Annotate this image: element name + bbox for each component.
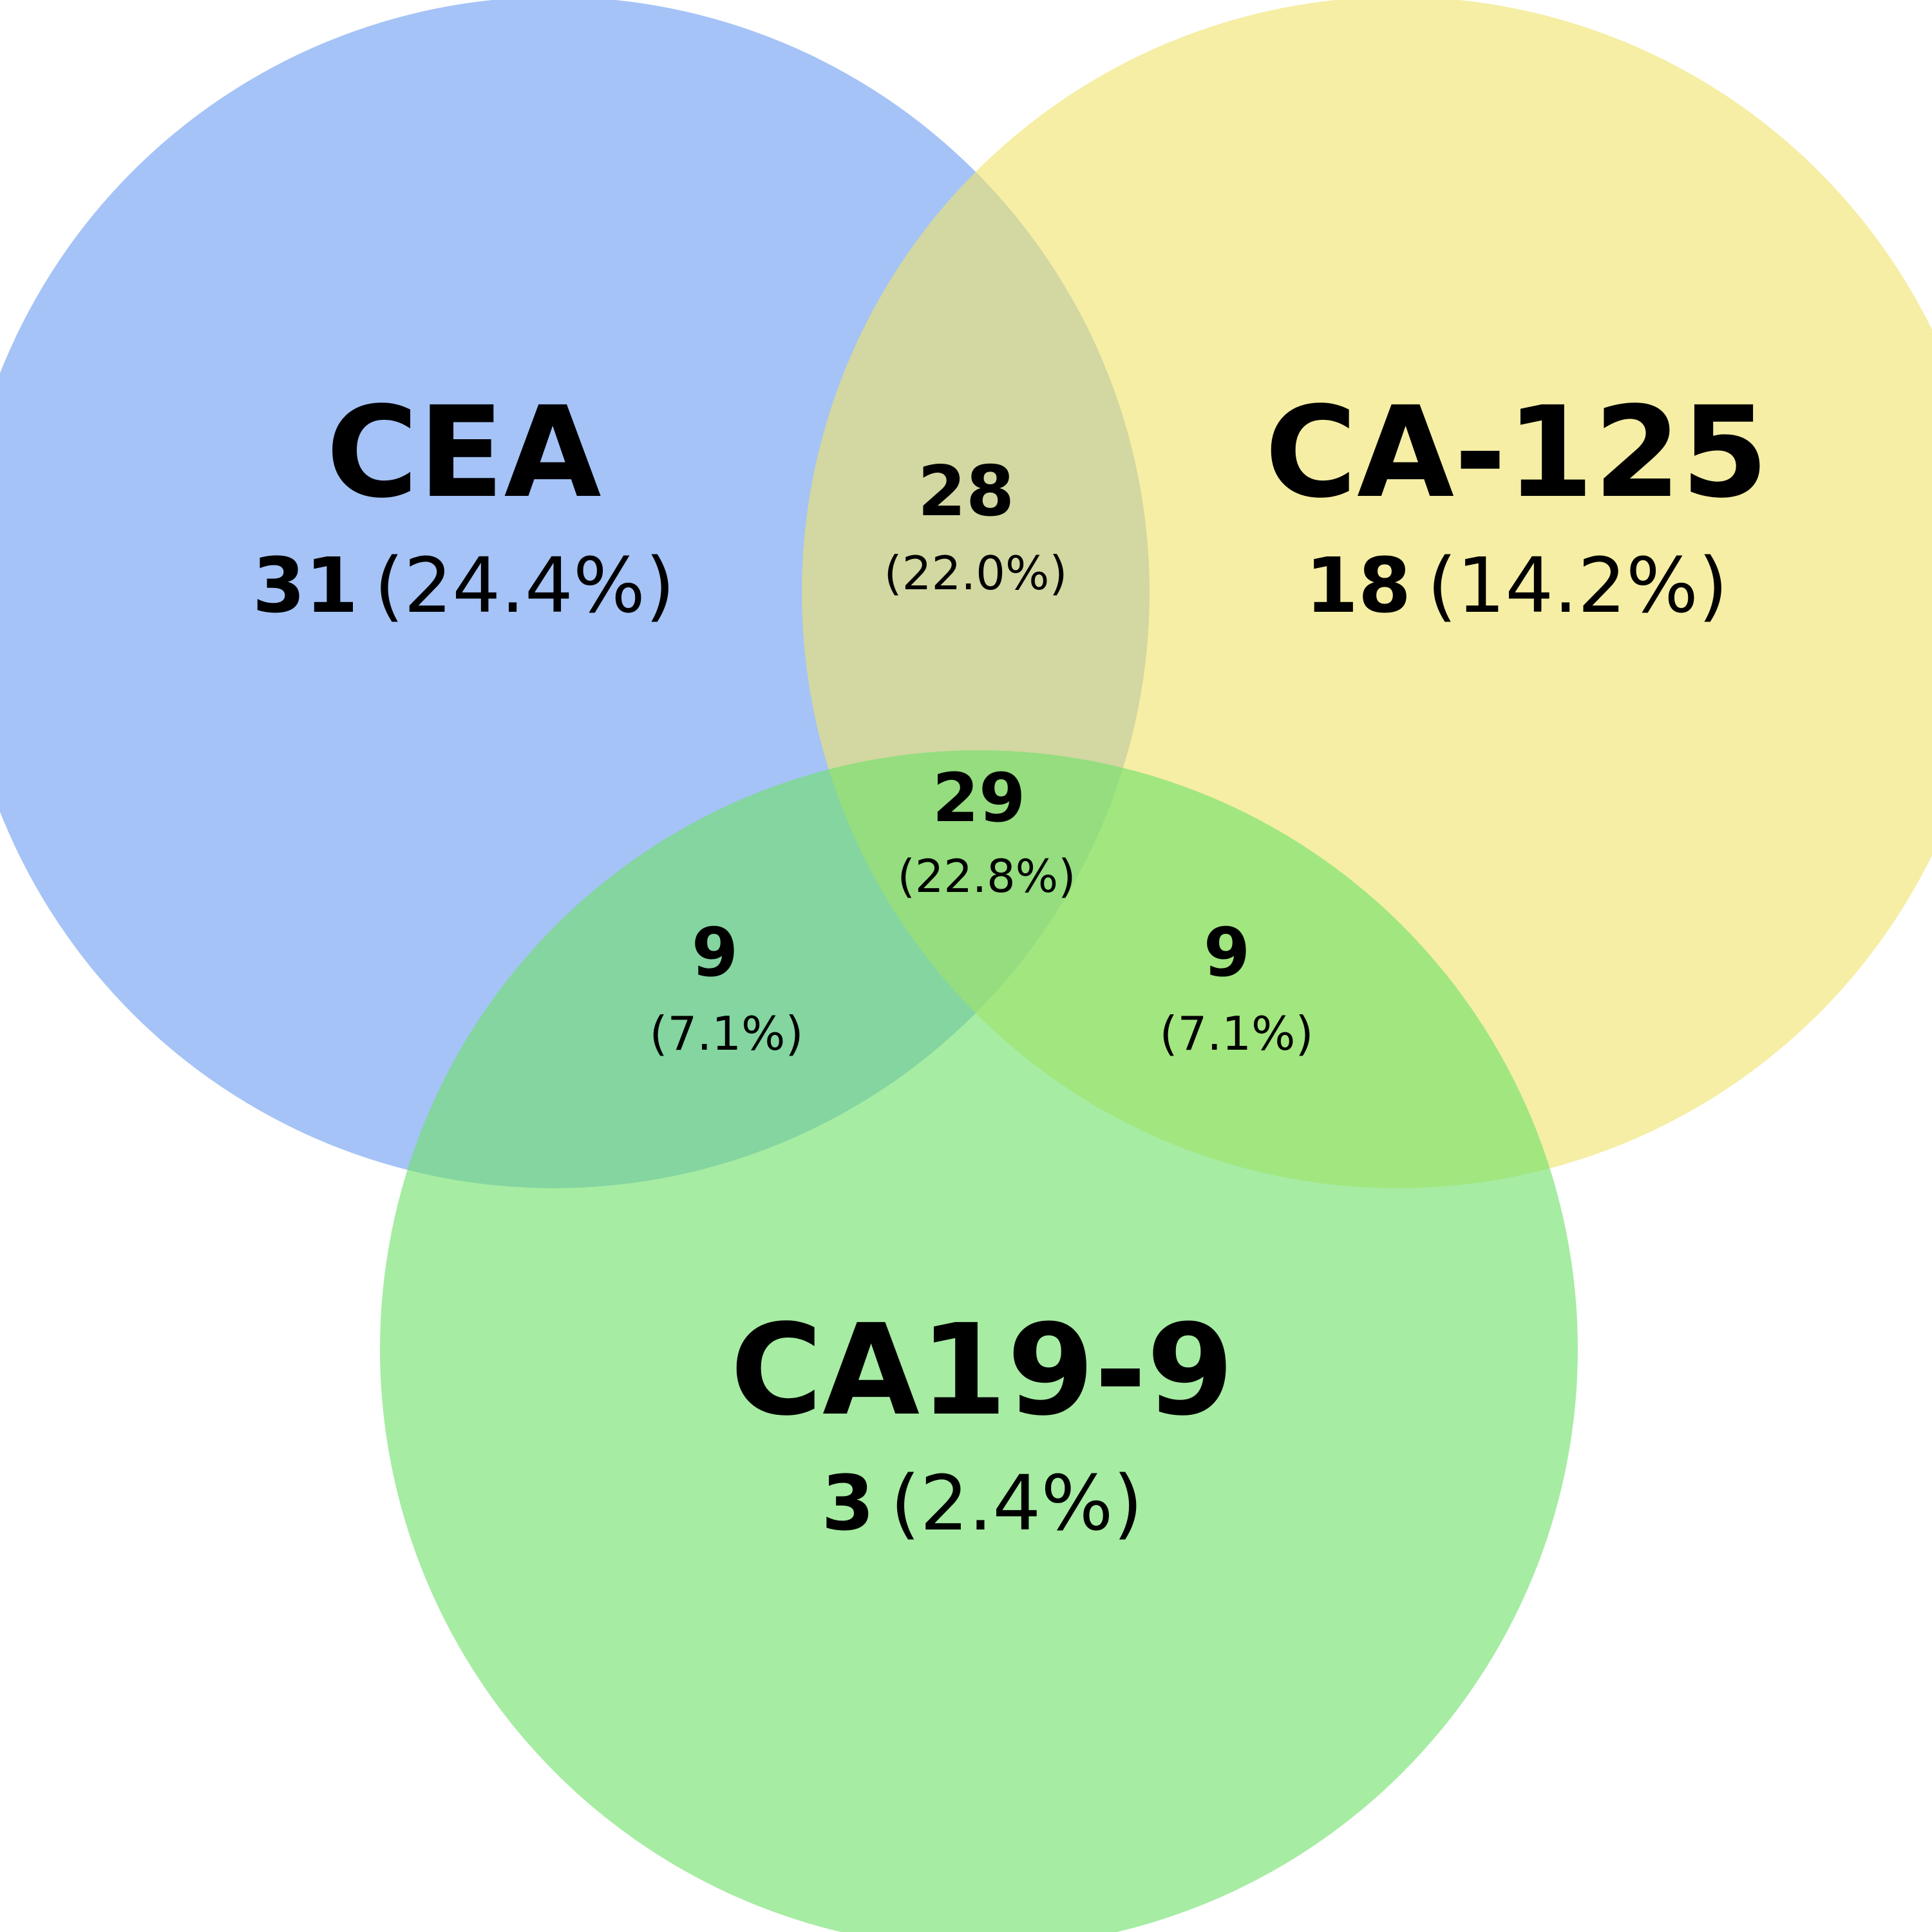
ca199-value: 3 (2.4%) [822,1459,1143,1548]
cea-ca199-count: 9 [692,913,738,992]
cea-title: CEA [326,379,601,526]
cea-value: 31 (24.4%) [252,541,675,630]
ca199-count: 3 [822,1459,875,1548]
ca125-title: CA-125 [1265,379,1768,526]
all-three-count: 29 [933,759,1026,837]
ca199-circle [380,750,1578,1932]
ca125-ca199-percent: (7.1%) [1159,1007,1313,1061]
ca125-value: 18 (14.2%) [1305,541,1728,630]
cea-count: 31 [252,541,358,630]
ca199-percent: (2.4%) [891,1459,1143,1548]
ca199-title: CA19-9 [730,1297,1234,1443]
cea-ca199-percent: (7.1%) [649,1007,803,1061]
ca125-ca199-count: 9 [1204,913,1250,992]
ca125-count: 18 [1305,541,1411,630]
ca125-percent: (14.2%) [1427,541,1728,630]
cea-ca125-percent: (22.0%) [884,546,1068,600]
cea-ca125-count: 28 [918,451,1014,532]
cea-percent: (24.4%) [374,541,675,630]
all-three-percent: (22.8%) [898,850,1076,903]
